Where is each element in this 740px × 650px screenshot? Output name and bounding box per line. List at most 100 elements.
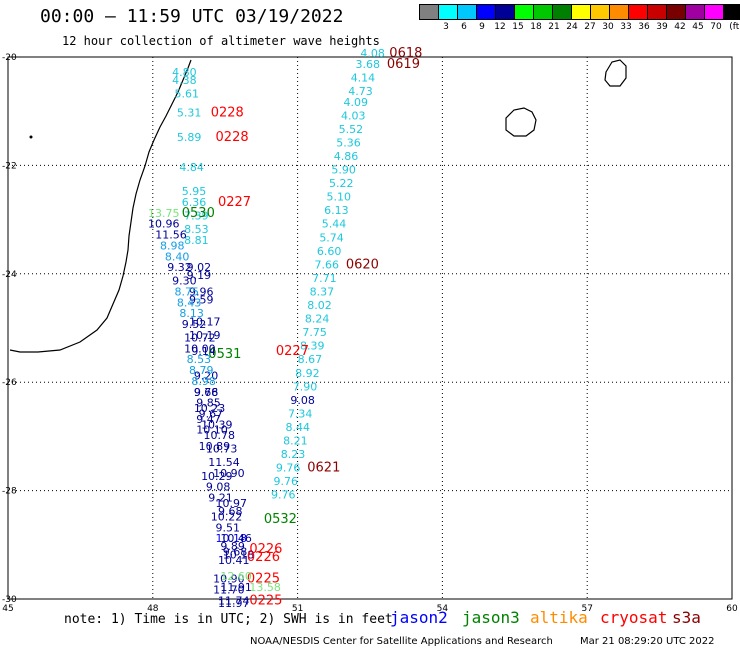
map-land — [9, 59, 627, 353]
lat-tick-label: -30 — [2, 595, 17, 605]
wave-height-label: 10.23 — [194, 402, 226, 415]
wave-height-label: 10.39 — [201, 418, 233, 431]
wave-height-label: 7.90 — [293, 380, 318, 393]
legend-label: 6 — [461, 22, 467, 32]
wave-height-label: 5.90 — [331, 164, 356, 177]
wave-height-label: 8.43 — [177, 296, 202, 309]
wave-height-label: 10.41 — [218, 554, 250, 567]
legend-label: 27 — [584, 22, 596, 32]
wave-height-label: 8.79 — [189, 364, 214, 377]
wave-height-label: 5.44 — [322, 218, 347, 231]
wave-height-label: 4.80 — [172, 66, 197, 79]
wave-height-label: 4.08 — [360, 47, 385, 60]
wave-height-label: 9.08 — [206, 481, 231, 494]
reunion-island — [505, 107, 537, 137]
wave-height-label: 10.89 — [199, 440, 231, 453]
pass-time-label: 0228 — [211, 106, 244, 121]
wave-height-label: 7.34 — [288, 407, 313, 420]
legend-label: 30 — [602, 22, 614, 32]
wave-height-label: 7.66 — [314, 258, 339, 271]
wave-height-label: 13.58 — [249, 581, 280, 594]
wave-height-label: 11.56 — [155, 229, 187, 242]
pass-time-label: 0226 — [247, 550, 280, 565]
pass-time-label: 0531 — [208, 347, 241, 362]
wave-height-label: 10.46 — [220, 532, 252, 545]
madagascar-coastline — [9, 59, 192, 353]
lat-tick-label: -26 — [2, 378, 17, 388]
wave-height-label: 6.60 — [317, 245, 342, 258]
wave-height-label: 9.08 — [290, 394, 315, 407]
pass-time-label: 0227 — [276, 344, 309, 359]
wave-height-label: 8.67 — [298, 353, 323, 366]
wave-height-label: 8.53 — [187, 353, 212, 366]
wave-height-label: 10.17 — [189, 315, 221, 328]
wave-height-label: 4.14 — [351, 71, 376, 84]
wave-height-label: 4.38 — [172, 74, 197, 87]
wave-height-label: 4.09 — [343, 96, 368, 109]
legend-label: 21 — [548, 22, 560, 32]
wave-height-label: 3.68 — [356, 58, 381, 71]
wave-height-label: 11.97 — [218, 597, 250, 610]
legend-label: 42 — [674, 22, 686, 32]
wave-height-label: 8.92 — [295, 367, 320, 380]
legend-label: 70 — [710, 22, 722, 32]
wave-height-label: 5.36 — [336, 136, 361, 149]
wave-height-label: 4.84 — [179, 161, 204, 174]
wave-height-label: 8.23 — [281, 448, 306, 461]
wave-height-label: 9.30 — [172, 275, 197, 288]
wave-height-label: 10.00 — [184, 342, 216, 355]
wave-height-label: 11.70 — [213, 584, 245, 597]
map-frame — [7, 56, 733, 600]
wave-height-label: 9.85 — [196, 397, 221, 410]
satellite-label: jason2 — [390, 608, 448, 627]
axis-tick-labels: 45 48 51 54 57 60 -20 -22 -24 -26 -28 -30 — [2, 53, 738, 614]
pass-time-label: 0619 — [387, 57, 420, 72]
pass-time-label: 0621 — [307, 461, 340, 476]
lat-tick-label: -20 — [2, 53, 17, 63]
wave-height-observations: 4.08 0618 3.68 0619 4.144.734.094.035.525.36… — [148, 46, 422, 610]
wave-height-label: 7.71 — [312, 272, 337, 285]
lon-tick-label: 57 — [581, 604, 592, 614]
wave-height-label: 10.97 — [216, 497, 248, 510]
wave-height-label: 9.51 — [216, 521, 241, 534]
wave-height-label: 11.91 — [220, 581, 252, 594]
wave-height-label: 5.61 — [175, 88, 200, 101]
wave-height-label: 9.76 — [273, 475, 298, 488]
footer-timestamp: Mar 21 08:29:20 UTC 2022 — [580, 636, 715, 647]
wave-height-label: 13.75 — [148, 207, 180, 220]
pass-time-label: 0227 — [218, 195, 251, 210]
wave-height-label: 9.02 — [187, 261, 212, 274]
wave-height-label: 9.76 — [276, 462, 301, 475]
legend-unit: (ft) — [729, 22, 740, 32]
wave-height-label: 9.52 — [182, 318, 207, 331]
wave-height-label: 8.13 — [179, 307, 204, 320]
wave-height-label: 4.86 — [334, 150, 359, 163]
wave-height-label: 8.53 — [184, 223, 209, 236]
wave-height-label: 7.39 — [184, 210, 209, 223]
lat-tick-label: -22 — [2, 161, 17, 171]
legend-label: 24 — [566, 22, 578, 32]
wave-height-label: 8.98 — [160, 239, 185, 252]
pass-time-label: 0225 — [247, 572, 280, 587]
wave-height-label: 5.22 — [329, 177, 354, 190]
satellite-label: jason3 — [462, 608, 520, 627]
wave-height-label: 5.10 — [327, 191, 352, 204]
wave-height-label: 8.40 — [165, 250, 190, 263]
wave-height-label: 8.98 — [191, 375, 216, 388]
wave-height-label: 12.60 — [220, 570, 252, 583]
wave-height-label: 9.47 — [196, 413, 221, 426]
wave-height-label: 4.03 — [341, 109, 366, 122]
wave-height-label: 5.74 — [319, 231, 344, 244]
wave-height-label: 10.78 — [203, 429, 235, 442]
wave-height-label: 8.37 — [310, 285, 335, 298]
wave-height-label: 10.90 — [213, 467, 245, 480]
lat-tick-label: -28 — [2, 487, 17, 497]
wave-height-label: 5.31 — [177, 107, 202, 120]
legend-label: 9 — [479, 22, 485, 32]
wave-height-label: 9.96 — [189, 285, 214, 298]
pass-time-label: 0618 — [389, 46, 422, 61]
wave-height-label: 9.89 — [220, 540, 245, 553]
